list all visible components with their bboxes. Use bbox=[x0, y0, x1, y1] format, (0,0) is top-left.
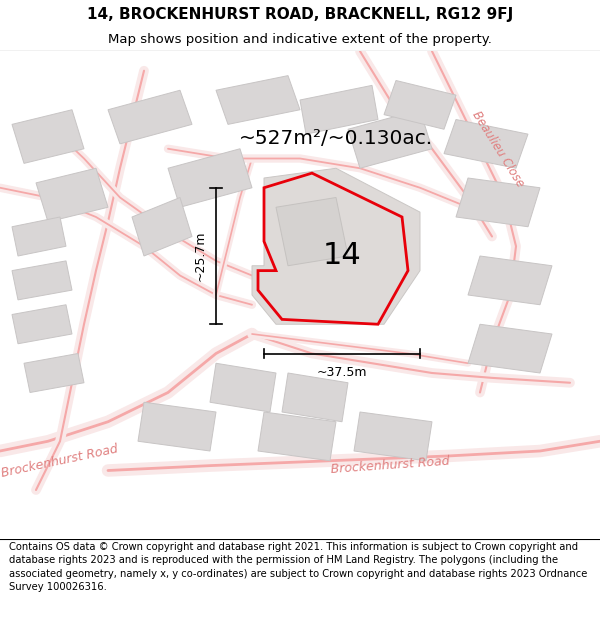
Polygon shape bbox=[384, 81, 456, 129]
Polygon shape bbox=[12, 110, 84, 163]
Polygon shape bbox=[12, 261, 72, 300]
Text: Brockenhurst Road: Brockenhurst Road bbox=[1, 442, 119, 479]
Text: Beaulieu Close: Beaulieu Close bbox=[469, 108, 527, 189]
Polygon shape bbox=[108, 90, 192, 144]
Text: Map shows position and indicative extent of the property.: Map shows position and indicative extent… bbox=[108, 34, 492, 46]
Polygon shape bbox=[300, 86, 378, 134]
Text: Brockenhurst Road: Brockenhurst Road bbox=[330, 455, 450, 476]
Polygon shape bbox=[12, 217, 66, 256]
Text: Contains OS data © Crown copyright and database right 2021. This information is : Contains OS data © Crown copyright and d… bbox=[9, 542, 587, 592]
Polygon shape bbox=[12, 305, 72, 344]
Polygon shape bbox=[354, 412, 432, 461]
Polygon shape bbox=[138, 402, 216, 451]
Polygon shape bbox=[36, 168, 108, 222]
Polygon shape bbox=[258, 412, 336, 461]
Text: ~527m²/~0.130ac.: ~527m²/~0.130ac. bbox=[239, 129, 433, 149]
Polygon shape bbox=[252, 168, 420, 324]
Polygon shape bbox=[276, 198, 348, 266]
Polygon shape bbox=[348, 110, 432, 168]
Polygon shape bbox=[468, 324, 552, 373]
Text: ~37.5m: ~37.5m bbox=[317, 366, 367, 379]
Polygon shape bbox=[456, 178, 540, 227]
Polygon shape bbox=[210, 363, 276, 412]
Text: ~25.7m: ~25.7m bbox=[194, 231, 207, 281]
Polygon shape bbox=[168, 149, 252, 208]
Text: 14: 14 bbox=[323, 241, 361, 271]
Polygon shape bbox=[282, 373, 348, 422]
Polygon shape bbox=[132, 198, 192, 256]
Polygon shape bbox=[216, 76, 300, 124]
Text: 14, BROCKENHURST ROAD, BRACKNELL, RG12 9FJ: 14, BROCKENHURST ROAD, BRACKNELL, RG12 9… bbox=[87, 7, 513, 22]
Polygon shape bbox=[24, 354, 84, 392]
Polygon shape bbox=[468, 256, 552, 305]
Polygon shape bbox=[444, 119, 528, 168]
